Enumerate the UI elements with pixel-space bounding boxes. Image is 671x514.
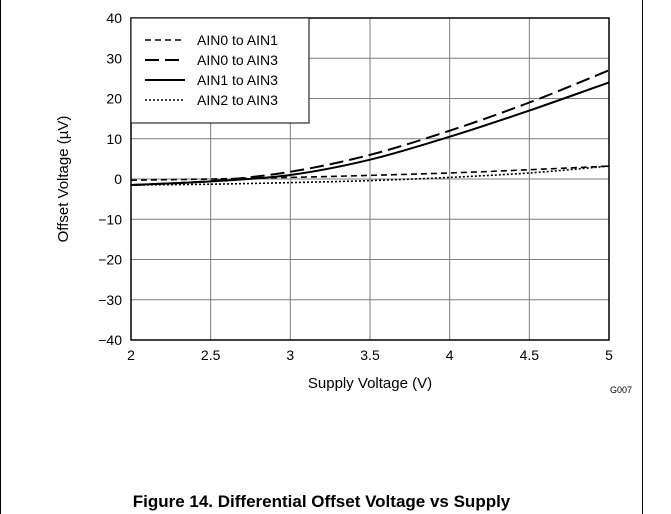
series-line	[130, 81, 610, 186]
x-tick-label: 5	[605, 347, 613, 363]
legend-label: AIN0 to AIN3	[197, 52, 278, 68]
y-tick-label: 10	[106, 131, 122, 147]
x-tick-label: 4	[446, 347, 454, 363]
y-tick-label: 30	[106, 50, 122, 66]
legend-label: AIN0 to AIN1	[197, 32, 278, 48]
legend-label: AIN1 to AIN3	[197, 72, 278, 88]
x-tick-label: 2	[127, 347, 135, 363]
figure-frame	[0, 0, 643, 514]
y-tick-labels: −40 −30 −20 −10 0 10 20 30 40	[98, 10, 122, 348]
figure-code: G007	[610, 385, 632, 395]
series-line	[130, 69, 610, 186]
legend-label: AIN2 to AIN3	[197, 92, 278, 108]
legend: AIN0 to AIN1 AIN0 to AIN3 AIN1 to AIN3 AIN2…	[130, 17, 310, 124]
series-lines	[130, 69, 610, 186]
plot-border	[130, 17, 610, 341]
y-tick-label: −40	[98, 332, 122, 348]
y-tick-label: 0	[114, 171, 122, 187]
x-tick-label: 4.5	[520, 347, 540, 363]
figure-caption: Figure 14. Differential Offset Voltage v…	[132, 492, 511, 511]
x-tick-labels: 2 2.5 3 3.5 4 4.5 5	[127, 347, 613, 363]
legend-box	[130, 17, 310, 124]
y-tick-label: −10	[98, 211, 122, 227]
y-axis-label: Offset Voltage (µV)	[55, 116, 72, 243]
y-tick-label: −30	[98, 292, 122, 308]
x-tick-label: 3	[286, 347, 294, 363]
y-tick-label: −20	[98, 252, 122, 268]
y-tick-label: 20	[106, 91, 122, 107]
x-tick-label: 2.5	[201, 347, 221, 363]
x-tick-label: 3.5	[360, 347, 380, 363]
x-axis-label: Supply Voltage (V)	[308, 375, 432, 392]
y-tick-label: 40	[106, 10, 122, 26]
